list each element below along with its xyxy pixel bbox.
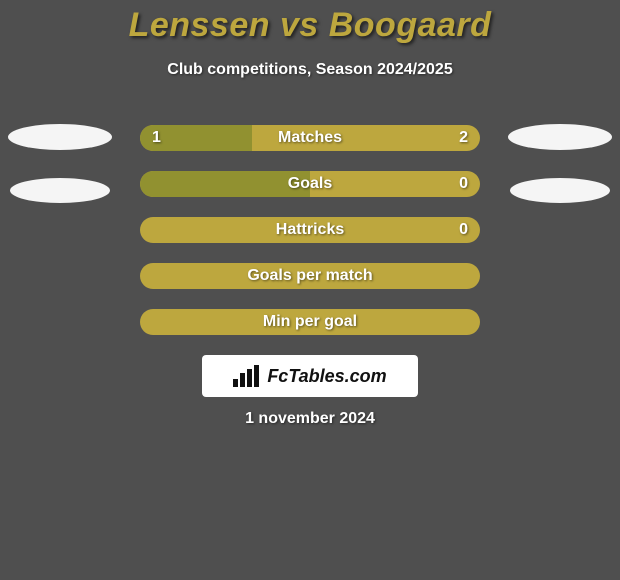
stat-bar-label: Min per goal: [263, 313, 357, 331]
stat-bar-right-value: 2: [459, 129, 468, 147]
stat-bar: Hattricks 0: [140, 217, 480, 243]
stat-bar: Min per goal: [140, 309, 480, 335]
stat-bar-left-value: 1: [152, 129, 161, 147]
stat-bar-right-value: 0: [459, 175, 468, 193]
title-vs: vs: [270, 6, 329, 44]
subtitle: Club competitions, Season 2024/2025: [0, 61, 620, 79]
left-avatar-disc: [10, 178, 110, 203]
page-title: Lenssen vs Boogaard: [0, 0, 620, 45]
title-player1: Lenssen: [129, 6, 270, 44]
snapshot-date: 1 november 2024: [245, 410, 375, 428]
comparison-bars: Matches 1 2 Goals 0 Hattricks 0 Goals per match…: [140, 125, 480, 335]
stat-bar-right-value: 0: [459, 221, 468, 239]
stat-bar: Goals 0: [140, 171, 480, 197]
left-avatar-disc: [8, 124, 112, 150]
stat-bar-label: Goals: [288, 175, 332, 193]
attribution-text: FcTables.com: [267, 366, 386, 387]
title-player2: Boogaard: [329, 6, 492, 44]
stat-bar-label: Hattricks: [276, 221, 344, 239]
stat-bar: Goals per match: [140, 263, 480, 289]
attribution-badge: FcTables.com: [202, 355, 418, 397]
right-avatar-disc: [508, 124, 612, 150]
stat-bar-label: Matches: [278, 129, 342, 147]
stat-bar: Matches 1 2: [140, 125, 480, 151]
stat-bar-fill: [140, 171, 310, 197]
right-avatar-disc: [510, 178, 610, 203]
chart-bars-icon: [233, 365, 261, 387]
stat-bar-label: Goals per match: [247, 267, 372, 285]
